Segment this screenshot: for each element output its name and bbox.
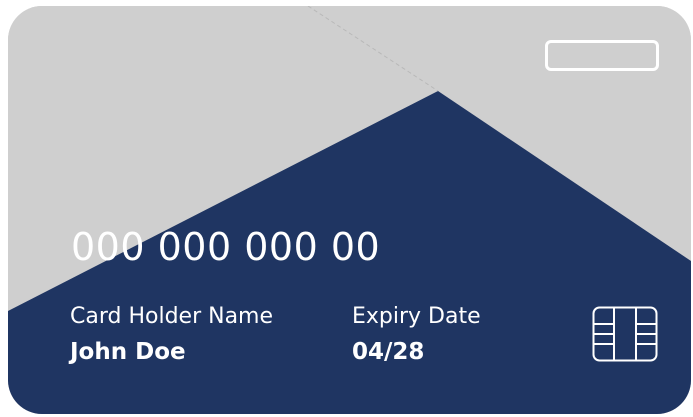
- chip-icon: [592, 306, 658, 362]
- card-pill-icon: [545, 40, 659, 71]
- card-holder-label: Card Holder Name: [70, 304, 274, 329]
- expiry-label: Expiry Date: [352, 304, 481, 329]
- card-background: [8, 6, 691, 414]
- expiry-value: 04/28: [352, 339, 425, 365]
- card-holder-value: John Doe: [70, 339, 186, 365]
- card-background-dark: [8, 91, 691, 414]
- card-number: 000 000 000 00: [71, 225, 381, 269]
- credit-card: 000 000 000 00 Card Holder Name John Doe…: [8, 6, 691, 414]
- card-shadow-line: [307, 6, 439, 92]
